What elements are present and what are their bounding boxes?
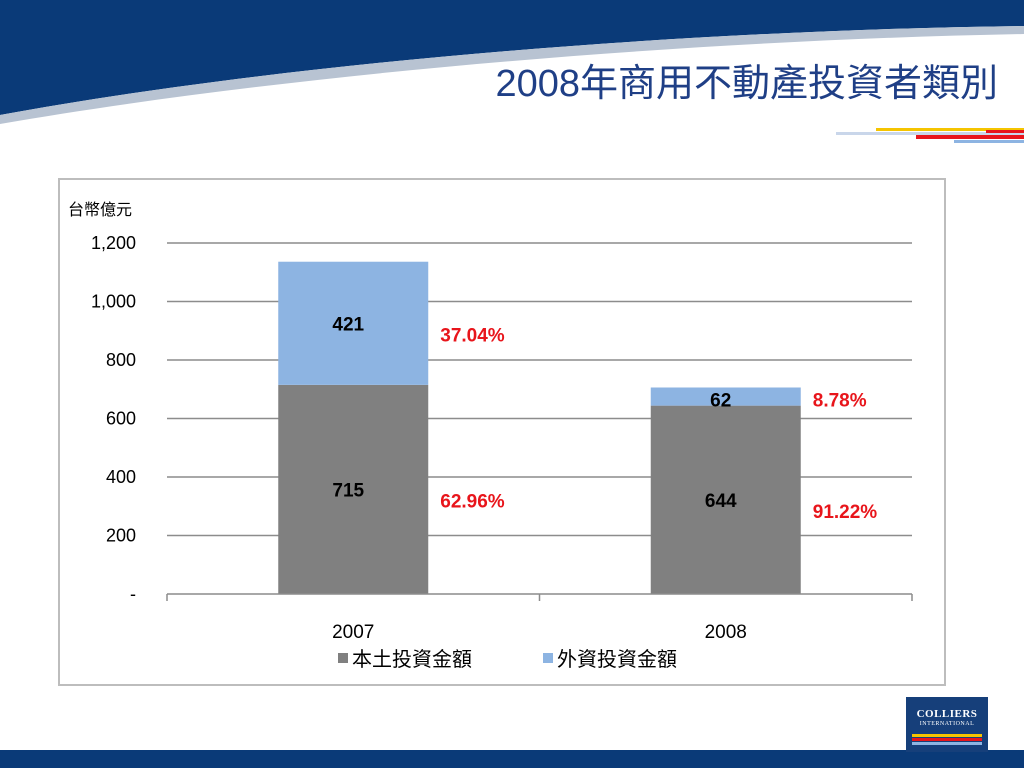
- x-category-label: 2008: [705, 622, 747, 643]
- y-tick-label: -: [130, 584, 136, 604]
- logo-text: COLLIERS: [916, 708, 978, 720]
- percent-label: 62.96%: [440, 491, 505, 512]
- value-label: 62: [710, 391, 731, 412]
- x-category-label: 2007: [332, 622, 374, 643]
- unit-label: 台幣億元: [68, 201, 132, 219]
- bars: [278, 261, 801, 594]
- legend: 本土投資金額 外資投資金額: [338, 648, 677, 671]
- slide-title: 2008年商用不動產投資者類別: [495, 63, 998, 105]
- percent-label: 37.04%: [440, 325, 505, 346]
- axes: - 200 400 600 800 1,000 1,200 2007 2008: [91, 233, 913, 643]
- y-tick-label: 800: [106, 350, 136, 370]
- legend-label: 本土投資金額: [352, 648, 472, 671]
- accent-stripes: [836, 128, 1024, 143]
- y-tick-label: 200: [106, 526, 136, 546]
- bar-segment: [650, 405, 801, 594]
- colliers-logo: COLLIERS INTERNATIONAL: [906, 697, 988, 752]
- value-label: 715: [332, 480, 364, 501]
- bar-segment: [278, 384, 429, 594]
- legend-swatch: [543, 653, 553, 663]
- y-tick-label: 600: [106, 409, 136, 429]
- y-tick-label: 1,000: [91, 292, 136, 312]
- legend-label: 外資投資金額: [557, 648, 677, 671]
- stacked-bar-chart: 715 62.96% 421 37.04% 644 91.22% 62 8.78% - 200 4…: [68, 201, 913, 671]
- y-tick-label: 400: [106, 467, 136, 487]
- y-tick-label: 1,200: [91, 233, 136, 253]
- logo-subtext: INTERNATIONAL: [919, 721, 975, 727]
- header-band: [0, 0, 1024, 124]
- percent-label: 91.22%: [813, 502, 878, 523]
- value-label: 421: [332, 314, 364, 335]
- logo-stripes: [912, 734, 982, 745]
- percent-label: 8.78%: [813, 391, 867, 412]
- value-label: 644: [705, 491, 737, 512]
- chart-frame: 715 62.96% 421 37.04% 644 91.22% 62 8.78% - 200 4…: [58, 178, 946, 686]
- data-labels: 715 62.96% 421 37.04% 644 91.22% 62 8.78%: [332, 314, 877, 523]
- bar-segment: [278, 261, 429, 385]
- bar-segment: [650, 387, 801, 406]
- footer-band: [0, 750, 1024, 768]
- legend-swatch: [338, 653, 348, 663]
